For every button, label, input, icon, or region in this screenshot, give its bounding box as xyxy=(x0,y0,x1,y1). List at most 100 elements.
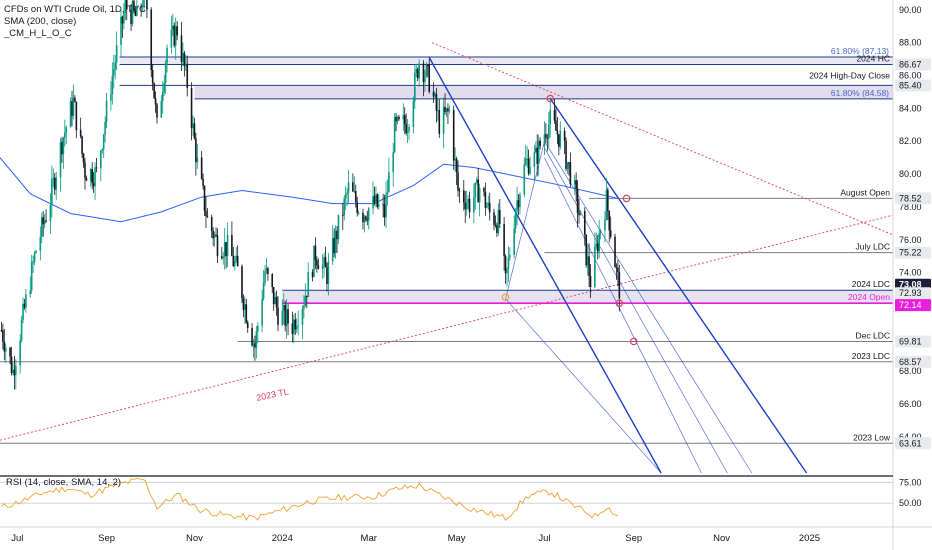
candle-body xyxy=(163,82,165,92)
candle-body xyxy=(424,75,426,83)
level-marker xyxy=(501,293,510,302)
candle-body xyxy=(316,260,318,266)
candle-body xyxy=(549,110,552,125)
candle-body xyxy=(311,271,314,278)
candle-body xyxy=(232,256,235,267)
candle-body xyxy=(428,65,431,92)
level-text: 2023 Low xyxy=(853,432,891,442)
x-tick-label: 2025 xyxy=(799,533,820,544)
candle-body xyxy=(343,198,346,216)
candle-body xyxy=(215,234,217,236)
channel-line xyxy=(428,57,662,474)
candle-body xyxy=(458,190,461,192)
price-badge-label: 73.08 xyxy=(899,280,922,290)
candle-body xyxy=(588,256,590,277)
candle-body xyxy=(447,108,449,112)
candle-body xyxy=(437,110,439,112)
price-badge-label: 78.52 xyxy=(899,193,922,203)
candle-body xyxy=(233,260,236,267)
level-text: August Open xyxy=(840,187,890,197)
x-tick-label: May xyxy=(448,533,466,544)
price-badge xyxy=(895,79,931,92)
candle-body xyxy=(537,140,540,164)
candle-body xyxy=(334,230,337,254)
price-badge-label: 72.14 xyxy=(899,300,922,310)
candle-body xyxy=(225,242,227,257)
candle-body xyxy=(527,158,530,174)
x-tick-label: 2024 xyxy=(272,533,293,544)
candle-body xyxy=(405,124,407,134)
channel-line xyxy=(544,147,728,474)
zone-high-day-close xyxy=(194,85,893,99)
candle-body xyxy=(435,93,438,111)
candle-body xyxy=(293,319,295,334)
candle-body xyxy=(392,152,395,173)
level-text: July LDC xyxy=(856,242,890,252)
candle-body xyxy=(244,304,246,310)
candle-body xyxy=(432,91,435,97)
candle-body xyxy=(272,287,275,305)
trendlines-layer xyxy=(0,42,894,474)
candle-body xyxy=(112,68,115,76)
candle-body xyxy=(618,272,621,299)
candle-body xyxy=(357,212,360,214)
candle-body xyxy=(206,216,209,218)
price-badge xyxy=(895,246,931,259)
candle-body xyxy=(473,197,475,213)
candle-body xyxy=(125,0,128,10)
candle-body xyxy=(262,282,265,299)
candle-body xyxy=(49,204,52,221)
x-tick-label: Jul xyxy=(11,533,23,544)
candle-body xyxy=(365,216,367,220)
candle-body xyxy=(133,0,135,11)
candle-body xyxy=(51,179,53,205)
zone-2024-hc xyxy=(119,56,894,65)
candle-body xyxy=(294,319,297,330)
candle-body xyxy=(151,70,154,83)
candle-body xyxy=(254,343,256,348)
trendline xyxy=(431,42,894,236)
candle-body xyxy=(568,162,570,164)
candle-body xyxy=(475,179,478,183)
y-tick-label: 78.00 xyxy=(899,202,922,212)
candle-body xyxy=(493,212,495,225)
candle-body xyxy=(156,104,158,118)
candle-body xyxy=(563,130,566,141)
price-badge xyxy=(895,287,931,300)
candle-body xyxy=(422,63,425,83)
price-badge-label: 75.22 xyxy=(899,248,922,258)
markers-layer xyxy=(501,94,638,346)
candle-body xyxy=(216,235,219,257)
candle-body xyxy=(3,341,6,352)
candle-body xyxy=(454,158,456,161)
candle-body xyxy=(39,236,42,251)
candle-body xyxy=(416,69,419,79)
candle-body xyxy=(594,246,596,288)
candle-body xyxy=(614,236,616,268)
candle-body xyxy=(529,166,531,174)
candle-body xyxy=(69,101,72,128)
candle-body xyxy=(455,158,458,173)
candle-body xyxy=(200,157,203,179)
candle-body xyxy=(484,191,487,208)
candle-body xyxy=(545,134,547,138)
candle-body xyxy=(65,127,68,133)
candle-body xyxy=(221,256,223,259)
candle-body xyxy=(242,298,245,310)
candle-body xyxy=(176,26,178,36)
candle-body xyxy=(414,73,416,102)
candle-body xyxy=(514,210,517,229)
x-tick-label: Sep xyxy=(98,533,115,544)
candle-body xyxy=(585,234,588,266)
candle-body xyxy=(52,177,55,180)
candle-body xyxy=(535,147,537,153)
candle-body xyxy=(509,254,511,258)
candle-body xyxy=(160,100,163,118)
rsi-line xyxy=(1,477,619,521)
candle-body xyxy=(75,101,78,131)
candle-body xyxy=(353,191,356,193)
candle-body xyxy=(170,29,173,48)
candle-body xyxy=(104,121,106,135)
